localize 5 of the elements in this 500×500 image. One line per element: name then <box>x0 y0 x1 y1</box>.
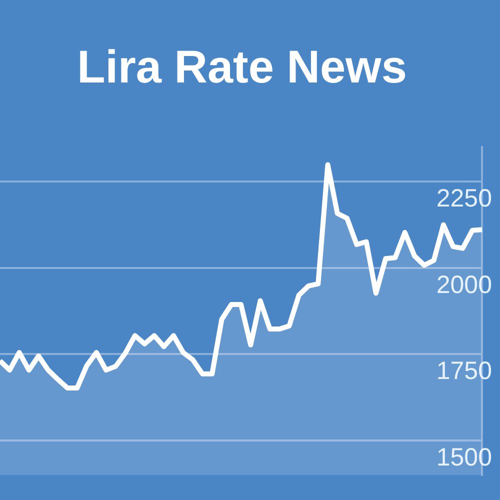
y-tick-label: 1750 <box>436 357 492 386</box>
y-tick-label: 2000 <box>436 270 492 299</box>
y-tick-label: 2250 <box>436 184 492 213</box>
chart-title: Lira Rate News <box>77 40 407 92</box>
y-tick-label: 1500 <box>436 443 492 472</box>
